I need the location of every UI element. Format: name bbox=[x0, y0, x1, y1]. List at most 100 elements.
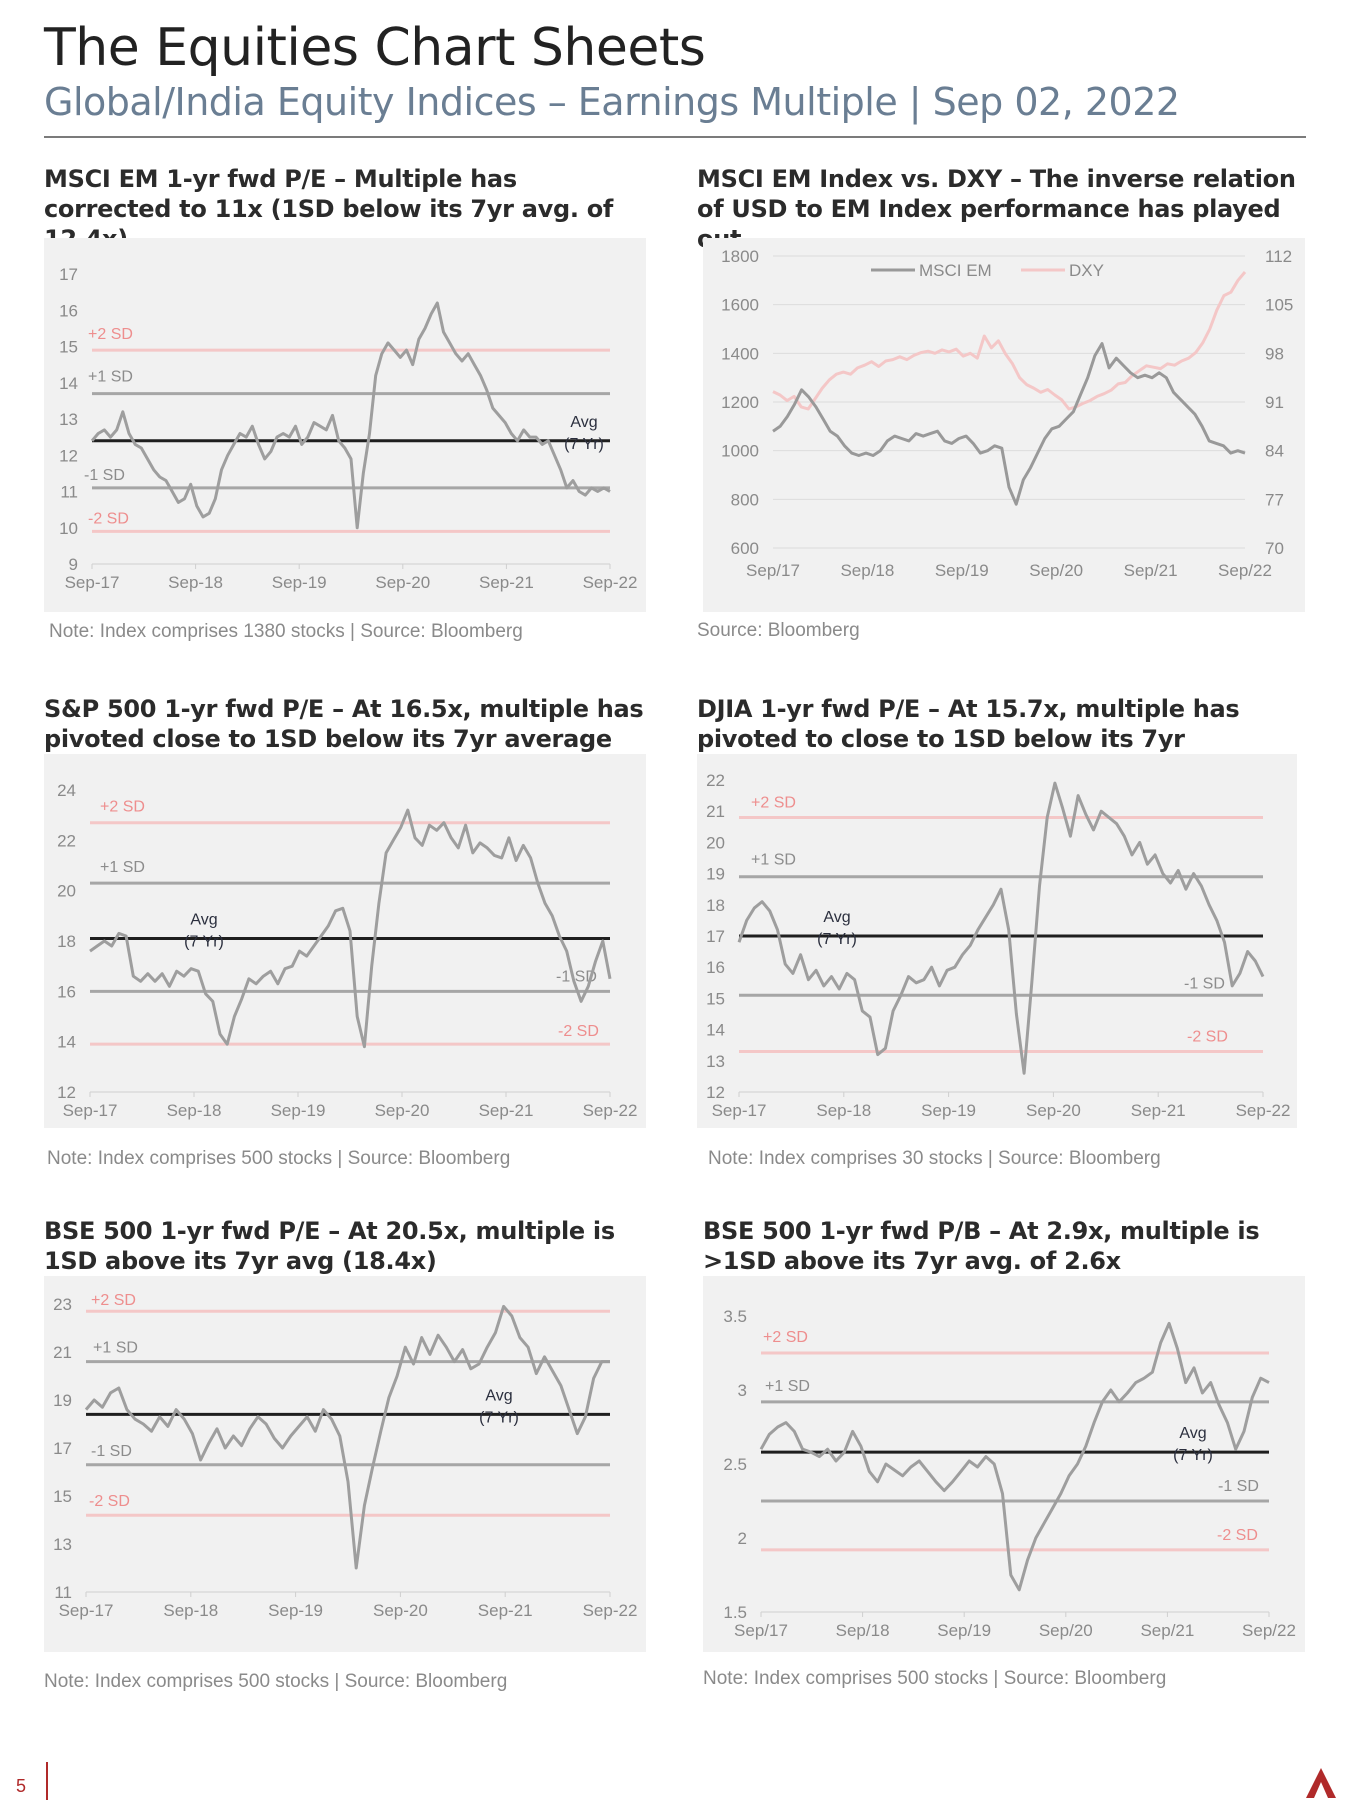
x-tick-label: Sep-21 bbox=[479, 1101, 534, 1120]
x-tick-label: Sep-18 bbox=[168, 573, 223, 592]
y-tick-label: 1800 bbox=[721, 247, 759, 266]
chart-panel-msci-em-dxy: 600 800 1000 1200 1400 1600 1800 70 77 84 91 98 105 1… bbox=[703, 238, 1305, 612]
x-tick-label: Sep/22 bbox=[1218, 561, 1272, 580]
y-tick-label: 1000 bbox=[721, 442, 759, 461]
band-label-plus-2-sd: +2 SD bbox=[100, 799, 145, 816]
series-line-msci-em bbox=[772, 342, 1246, 506]
chart-title-bse500-pb: BSE 500 1-yr fwd P/B – At 2.9x, multiple… bbox=[703, 1217, 1260, 1275]
x-tick-label: Sep-19 bbox=[921, 1101, 976, 1120]
band-label-avg: Avg bbox=[485, 1387, 512, 1404]
chart-panel-bse500-pe: 11 13 15 17 19 21 23 Sep-17 Sep-18 Sep-19 Sep-20 Se… bbox=[44, 1276, 646, 1652]
band-label-plus-2-sd: +2 SD bbox=[91, 1292, 136, 1309]
band-label-2-sd: -2 SD bbox=[88, 510, 129, 527]
y-tick-label: 600 bbox=[731, 539, 759, 558]
x-tick-label: Sep-19 bbox=[268, 1601, 323, 1620]
x-tick-label: Sep/17 bbox=[746, 561, 800, 580]
y-tick-label: 3 bbox=[738, 1381, 747, 1400]
y-tick-label: 12 bbox=[706, 1083, 725, 1102]
y-tick-label: 18 bbox=[57, 932, 76, 951]
band-label-1-sd: -1 SD bbox=[556, 968, 597, 985]
y-tick-label: 16 bbox=[57, 982, 76, 1001]
x-tick-label: Sep/18 bbox=[836, 1621, 890, 1640]
y-tick-label: 24 bbox=[57, 781, 76, 800]
y2-tick-label: 98 bbox=[1265, 344, 1284, 363]
series-line bbox=[90, 301, 611, 530]
y-tick-label: 19 bbox=[706, 865, 725, 884]
page-subtitle: Global/India Equity Indices – Earnings M… bbox=[44, 80, 1180, 124]
chart-bse500-pe: 11 13 15 17 19 21 23 Sep-17 Sep-18 Sep-19 Sep-20 Se… bbox=[53, 1292, 638, 1620]
chart-note-msci-em-dxy: Source: Bloomberg bbox=[697, 620, 860, 641]
x-tick-label: Sep-20 bbox=[1026, 1101, 1081, 1120]
band-label-plus-1-sd: +1 SD bbox=[765, 1378, 810, 1395]
y-tick-label: 17 bbox=[53, 1439, 72, 1458]
chart-sp500-pe: 12 14 16 18 20 22 24 Sep-17 Sep-18 Sep-19 Sep-20 Se… bbox=[57, 781, 638, 1120]
band-label-avg-period: (7 Yr) bbox=[184, 933, 224, 950]
chart-msci-em-vs-dxy: 600 800 1000 1200 1400 1600 1800 70 77 84 91 98 105 1… bbox=[721, 247, 1293, 580]
footer-divider bbox=[46, 1762, 48, 1800]
x-tick-label: Sep/21 bbox=[1124, 561, 1178, 580]
y-tick-label: 15 bbox=[53, 1487, 72, 1506]
band-label-1-sd: -1 SD bbox=[1218, 1478, 1259, 1495]
band-label-plus-1-sd: +1 SD bbox=[88, 369, 133, 386]
page-title: The Equities Chart Sheets bbox=[44, 18, 706, 78]
x-tick-label: Sep/17 bbox=[734, 1621, 788, 1640]
y-tick-label: 1.5 bbox=[723, 1603, 747, 1622]
y-tick-label: 13 bbox=[59, 410, 78, 429]
y-tick-label: 20 bbox=[57, 882, 76, 901]
y-tick-label: 14 bbox=[57, 1033, 76, 1052]
chart-note-bse500-pe: Note: Index comprises 500 stocks | Sourc… bbox=[44, 1671, 508, 1692]
y2-tick-label: 84 bbox=[1265, 442, 1284, 461]
x-tick-label: Sep-22 bbox=[583, 1601, 638, 1620]
x-tick-label: Sep-19 bbox=[271, 1101, 326, 1120]
y-tick-label: 19 bbox=[53, 1391, 72, 1410]
band-label-1-sd: -1 SD bbox=[91, 1443, 132, 1460]
x-tick-label: Sep-22 bbox=[1236, 1101, 1291, 1120]
y2-tick-label: 77 bbox=[1265, 490, 1284, 509]
y-tick-label: 13 bbox=[53, 1535, 72, 1554]
legend-label-dxy: DXY bbox=[1069, 261, 1104, 280]
x-tick-label: Sep/20 bbox=[1029, 561, 1083, 580]
x-tick-label: Sep-20 bbox=[373, 1601, 428, 1620]
chart-panel-msci-em-pe: 9 10 11 12 13 14 15 16 17 Sep-17 Sep-18 Sep-19 Sep-2… bbox=[44, 238, 646, 612]
series-line bbox=[737, 781, 1265, 1075]
y-tick-label: 16 bbox=[706, 958, 725, 977]
band-label-plus-2-sd: +2 SD bbox=[88, 326, 133, 343]
x-tick-label: Sep-17 bbox=[712, 1101, 767, 1120]
y-tick-label: 17 bbox=[706, 927, 725, 946]
band-label-2-sd: -2 SD bbox=[1217, 1527, 1258, 1544]
band-label-plus-1-sd: +1 SD bbox=[100, 859, 145, 876]
x-tick-label: Sep-19 bbox=[272, 573, 327, 592]
y-tick-label: 9 bbox=[69, 555, 78, 574]
band-label-1-sd: -1 SD bbox=[1184, 975, 1225, 992]
y-tick-label: 14 bbox=[59, 374, 78, 393]
chart-panel-djia-pe: 12 13 14 15 16 17 18 19 20 21 22 Sep-17 Sep-18 Sep-19… bbox=[697, 754, 1297, 1128]
band-label-1-sd: -1 SD bbox=[84, 467, 125, 484]
band-label-avg-period: (7 Yr) bbox=[564, 436, 604, 453]
x-tick-label: Sep-21 bbox=[478, 1601, 533, 1620]
x-tick-label: Sep/18 bbox=[840, 561, 894, 580]
band-label-2-sd: -2 SD bbox=[1187, 1028, 1228, 1045]
y-tick-label: 3.5 bbox=[723, 1307, 747, 1326]
band-label-avg-period: (7 Yr) bbox=[817, 931, 857, 948]
x-tick-label: Sep-21 bbox=[1131, 1101, 1186, 1120]
chart-title-sp500-pe: S&P 500 1-yr fwd P/E – At 16.5x, multipl… bbox=[44, 695, 644, 753]
y-tick-label: 11 bbox=[60, 483, 78, 502]
brand-logo-icon bbox=[1306, 1768, 1336, 1798]
chart-title-bse500-pe: BSE 500 1-yr fwd P/E – At 20.5x, multipl… bbox=[44, 1217, 615, 1275]
series-line bbox=[84, 1304, 610, 1570]
chart-title-msci-em-dxy: MSCI EM Index vs. DXY – The inverse rela… bbox=[697, 165, 1296, 253]
x-tick-label: Sep-20 bbox=[375, 573, 430, 592]
y-tick-label: 18 bbox=[706, 896, 725, 915]
band-label-2-sd: -2 SD bbox=[89, 1493, 130, 1510]
chart-note-sp500-pe: Note: Index comprises 500 stocks | Sourc… bbox=[47, 1148, 511, 1169]
x-tick-label: Sep-22 bbox=[583, 1101, 638, 1120]
chart-djia-pe: 12 13 14 15 16 17 18 19 20 21 22 Sep-17 Sep-18 Sep-19… bbox=[706, 771, 1291, 1120]
band-label-plus-2-sd: +2 SD bbox=[751, 794, 796, 811]
band-label-plus-2-sd: +2 SD bbox=[763, 1329, 808, 1346]
y-tick-label: 15 bbox=[706, 989, 725, 1008]
y-tick-label: 2.5 bbox=[723, 1455, 747, 1474]
chart-note-msci-em-pe: Note: Index comprises 1380 stocks | Sour… bbox=[49, 621, 523, 642]
y-tick-label: 1200 bbox=[721, 393, 759, 412]
title-divider bbox=[44, 136, 1306, 138]
chart-note-bse500-pb: Note: Index comprises 500 stocks | Sourc… bbox=[703, 1668, 1167, 1689]
